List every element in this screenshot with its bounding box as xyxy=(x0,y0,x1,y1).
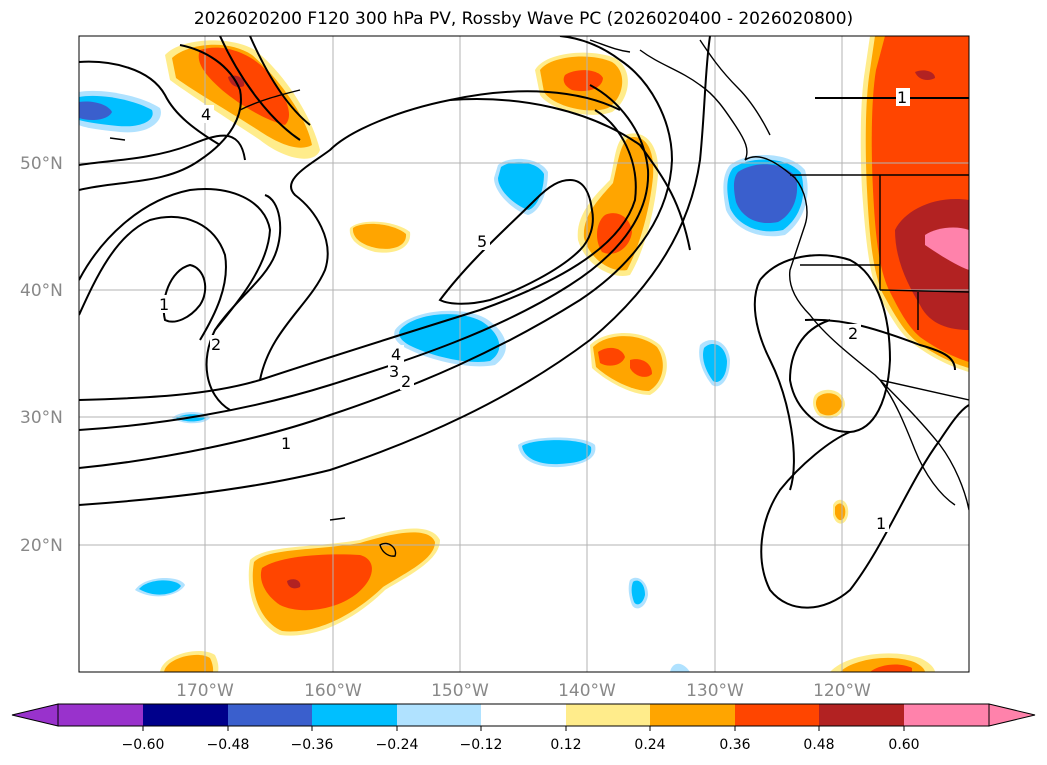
colorbar-tick-label: 0.24 xyxy=(634,737,665,753)
colorbar-cell xyxy=(904,704,989,726)
contour-label: 4 xyxy=(391,345,401,364)
negative-anomaly xyxy=(79,101,112,120)
positive-anomaly xyxy=(925,227,969,270)
colorbar-cell xyxy=(735,704,819,726)
lon-label-160w: 160°W xyxy=(304,681,362,701)
contour-label: 1 xyxy=(897,88,907,107)
lat-label-20n: 20°N xyxy=(20,536,63,556)
positive-anomaly xyxy=(835,503,846,521)
colorbar-tick-label: −0.48 xyxy=(207,737,250,753)
colorbar-tick-label: −0.12 xyxy=(460,737,503,753)
colorbar-tick-label: 0.48 xyxy=(803,737,834,753)
negative-anomaly xyxy=(498,162,544,210)
colorbar-cell xyxy=(566,704,650,726)
lon-label-150w: 150°W xyxy=(431,681,489,701)
contour-label: 5 xyxy=(477,232,487,251)
lat-label-50n: 50°N xyxy=(20,154,63,174)
shading-layer xyxy=(79,36,969,672)
colorbar-cell xyxy=(58,704,143,726)
colorbar-frame xyxy=(57,703,990,727)
colorbar-cell xyxy=(228,704,312,726)
negative-anomaly xyxy=(733,164,798,224)
colorbar-cell xyxy=(397,704,481,726)
positive-anomaly xyxy=(164,654,214,672)
negative-anomaly xyxy=(670,663,690,672)
colorbar-cell xyxy=(312,704,397,726)
positive-anomaly xyxy=(915,70,935,80)
contour-label: 1 xyxy=(876,514,886,533)
contour-label: 1 xyxy=(281,434,291,453)
map-frame xyxy=(78,35,970,673)
lon-label-120w: 120°W xyxy=(813,681,871,701)
positive-anomaly xyxy=(352,223,407,249)
colorbar-tick-label: 0.60 xyxy=(888,737,919,753)
colorbar-cell xyxy=(819,704,904,726)
positive-anomaly xyxy=(598,347,625,366)
contour-labels: 1 2 3 4 5 2 1 4 1 2 1 xyxy=(158,88,910,533)
positive-anomaly xyxy=(287,579,301,589)
contour-label: 2 xyxy=(211,335,221,354)
map-title: 2026020200 F120 300 hPa PV, Rossby Wave … xyxy=(193,9,854,29)
lon-label-140w: 140°W xyxy=(558,681,616,701)
negative-anomaly xyxy=(522,440,592,465)
lat-label-30n: 30°N xyxy=(20,408,63,428)
longitude-labels: 170°W 160°W 150°W 140°W 130°W 120°W xyxy=(176,681,871,701)
colorbar-min-extend xyxy=(11,703,59,727)
coastlines xyxy=(109,39,969,557)
map-area: 1 2 3 4 5 2 1 4 1 2 1 xyxy=(79,36,969,672)
colorbar-tick-label: −0.36 xyxy=(291,737,334,753)
colorbar-tick-label: −0.24 xyxy=(376,737,419,753)
positive-anomaly xyxy=(260,554,372,611)
positive-anomaly xyxy=(815,393,842,416)
negative-anomaly xyxy=(399,314,500,362)
colorbar-tick-label: 0.12 xyxy=(550,737,581,753)
positive-anomaly xyxy=(198,47,290,125)
latitude-labels: 50°N 40°N 30°N 20°N xyxy=(20,154,63,556)
pv-contours xyxy=(79,36,969,609)
contour-label: 2 xyxy=(848,324,858,343)
contour-label: 4 xyxy=(201,105,211,124)
colorbar-tick-label: −0.60 xyxy=(122,737,165,753)
colorbar-cell xyxy=(143,704,228,726)
colorbar-max-extend xyxy=(988,703,1036,727)
positive-anomaly xyxy=(870,664,912,672)
colorbar: −0.60 −0.48 −0.36 −0.24 −0.12 0.12 0.24 … xyxy=(11,703,1036,753)
contour-label: 2 xyxy=(401,372,411,391)
positive-anomaly xyxy=(630,359,652,377)
contour-label: 3 xyxy=(389,362,399,381)
gridlines xyxy=(79,36,969,672)
negative-anomaly xyxy=(631,580,645,605)
colorbar-cell xyxy=(481,704,566,726)
colorbar-cell xyxy=(650,704,735,726)
contour-label: 1 xyxy=(159,295,169,314)
lat-label-40n: 40°N xyxy=(20,281,63,301)
lon-label-170w: 170°W xyxy=(176,681,234,701)
colorbar-tick-label: 0.36 xyxy=(719,737,750,753)
lon-label-130w: 130°W xyxy=(686,681,744,701)
negative-anomaly xyxy=(139,580,181,595)
